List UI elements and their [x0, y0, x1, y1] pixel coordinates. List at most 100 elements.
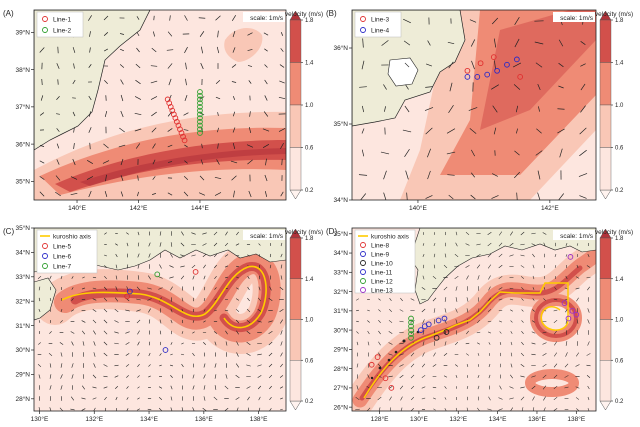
- velocity-arrow: [425, 86, 433, 88]
- velocity-arrow: [380, 151, 390, 155]
- panel-b-xtick-label: 142°E: [541, 204, 559, 212]
- velocity-arrow: [491, 195, 499, 199]
- panel-c-xtick-label: 130°E: [31, 415, 49, 423]
- velocity-arrow: [115, 243, 118, 246]
- velocity-arrow: [280, 397, 283, 400]
- velocity-arrow: [514, 16, 520, 26]
- panel-b-marker-line-4: [514, 56, 520, 63]
- panel-c-legend-label-line-7: Line-7: [53, 264, 71, 271]
- velocity-arrow: [466, 364, 469, 367]
- velocity-arrow: [399, 364, 404, 367]
- panel-d-legend-label-line-12: Line-12: [371, 279, 393, 286]
- velocity-arrow: [120, 191, 124, 197]
- velocity-arrow: [433, 242, 436, 247]
- velocity-arrow: [180, 242, 185, 247]
- panel-d-legend-marker-line-9: [360, 251, 366, 257]
- velocity-arrow: [378, 309, 381, 312]
- panel-d-ytick-label: 27°N: [333, 384, 348, 392]
- velocity-arrow: [71, 363, 74, 368]
- panel-c-ytick-label: 30°N: [15, 346, 30, 354]
- velocity-arrow: [170, 253, 173, 258]
- velocity-arrow: [152, 143, 156, 149]
- velocity-arrow: [554, 265, 557, 268]
- velocity-arrow: [499, 342, 502, 345]
- velocity-arrow: [203, 352, 206, 357]
- velocity-arrow: [492, 105, 498, 113]
- velocity-arrow: [280, 264, 283, 269]
- velocity-arrow: [403, 40, 411, 46]
- velocity-arrow: [148, 308, 151, 313]
- panel-d-ytick-label: 35°N: [333, 230, 348, 238]
- velocity-arrow: [388, 353, 393, 356]
- velocity-arrow: [70, 408, 75, 411]
- panel-a-marker-line-1: [170, 111, 177, 118]
- velocity-arrow: [236, 330, 239, 335]
- panel-b-ytick-label: 36°N: [333, 44, 348, 52]
- velocity-arrow: [181, 363, 184, 368]
- velocity-arrow: [148, 253, 151, 258]
- velocity-arrow: [389, 396, 392, 401]
- velocity-arrow: [446, 128, 456, 134]
- panel-a-marker-line-2: [197, 92, 203, 99]
- panel-a-marker-line-1: [169, 107, 176, 114]
- velocity-arrow: [280, 330, 283, 335]
- velocity-arrow: [510, 331, 513, 334]
- velocity-arrow: [105, 174, 107, 182]
- velocity-arrow: [224, 309, 229, 312]
- velocity-arrow: [114, 297, 119, 302]
- velocity-arrow: [498, 287, 503, 290]
- colorbar-tick-label: 1.0: [305, 318, 314, 324]
- panel-b-marker-line-4: [504, 61, 510, 68]
- velocity-arrow: [498, 253, 503, 258]
- colorbar-tick-label: 1.8: [615, 18, 624, 24]
- velocity-arrow: [71, 287, 74, 290]
- panel-d-axis-ticks: 128°E 130°E 132°E 134°E 136°E 138°E 26°N 27°N 28…: [333, 230, 585, 423]
- velocity-arrow: [180, 275, 185, 280]
- velocity-arrow: [246, 353, 251, 356]
- velocity-arrow: [543, 287, 546, 290]
- velocity-arrow: [509, 397, 514, 400]
- velocity-arrow: [104, 265, 107, 268]
- velocity-arrow: [422, 330, 425, 335]
- velocity-arrow: [151, 127, 157, 133]
- velocity-arrow: [248, 126, 252, 134]
- velocity-arrow: [137, 191, 139, 197]
- velocity-arrow: [202, 243, 207, 246]
- velocity-arrow: [268, 363, 273, 368]
- velocity-arrow: [444, 308, 447, 313]
- velocity-arrow: [203, 396, 206, 401]
- velocity-arrow: [191, 254, 196, 257]
- velocity-arrow: [199, 175, 205, 181]
- velocity-arrow: [152, 193, 156, 195]
- velocity-arrow: [49, 385, 52, 390]
- panel-d-marker-line-11: [418, 327, 424, 333]
- velocity-arrow: [498, 298, 503, 301]
- velocity-arrow: [236, 276, 239, 279]
- panel-c-marker-line-5: [124, 293, 130, 300]
- velocity-arrow: [367, 309, 370, 312]
- velocity-arrow: [498, 231, 503, 236]
- panel-c-ytick-label: 28°N: [15, 395, 30, 403]
- velocity-arrow: [384, 106, 386, 112]
- velocity-arrow: [377, 363, 382, 368]
- velocity-arrow: [89, 31, 91, 37]
- velocity-arrow: [580, 105, 586, 113]
- velocity-arrow: [381, 40, 389, 46]
- colorbar-tick-label: 1.8: [305, 18, 314, 24]
- velocity-arrow: [246, 330, 251, 335]
- velocity-arrow: [38, 320, 41, 323]
- panel-a-ytick-label: 39°N: [15, 29, 30, 37]
- panel-d-marker-line-12: [408, 323, 414, 330]
- velocity-arrow: [134, 112, 142, 116]
- velocity-arrow: [279, 80, 285, 84]
- velocity-arrow: [73, 127, 75, 133]
- colorbar-title: velocity (m/s): [285, 229, 323, 236]
- velocity-arrow: [521, 341, 524, 346]
- velocity-arrow: [60, 374, 63, 379]
- velocity-arrow: [356, 309, 359, 312]
- velocity-arrow: [531, 375, 536, 378]
- velocity-arrow: [575, 386, 580, 389]
- panel-d-xtick-label: 128°E: [371, 415, 389, 423]
- velocity-arrow: [411, 408, 414, 411]
